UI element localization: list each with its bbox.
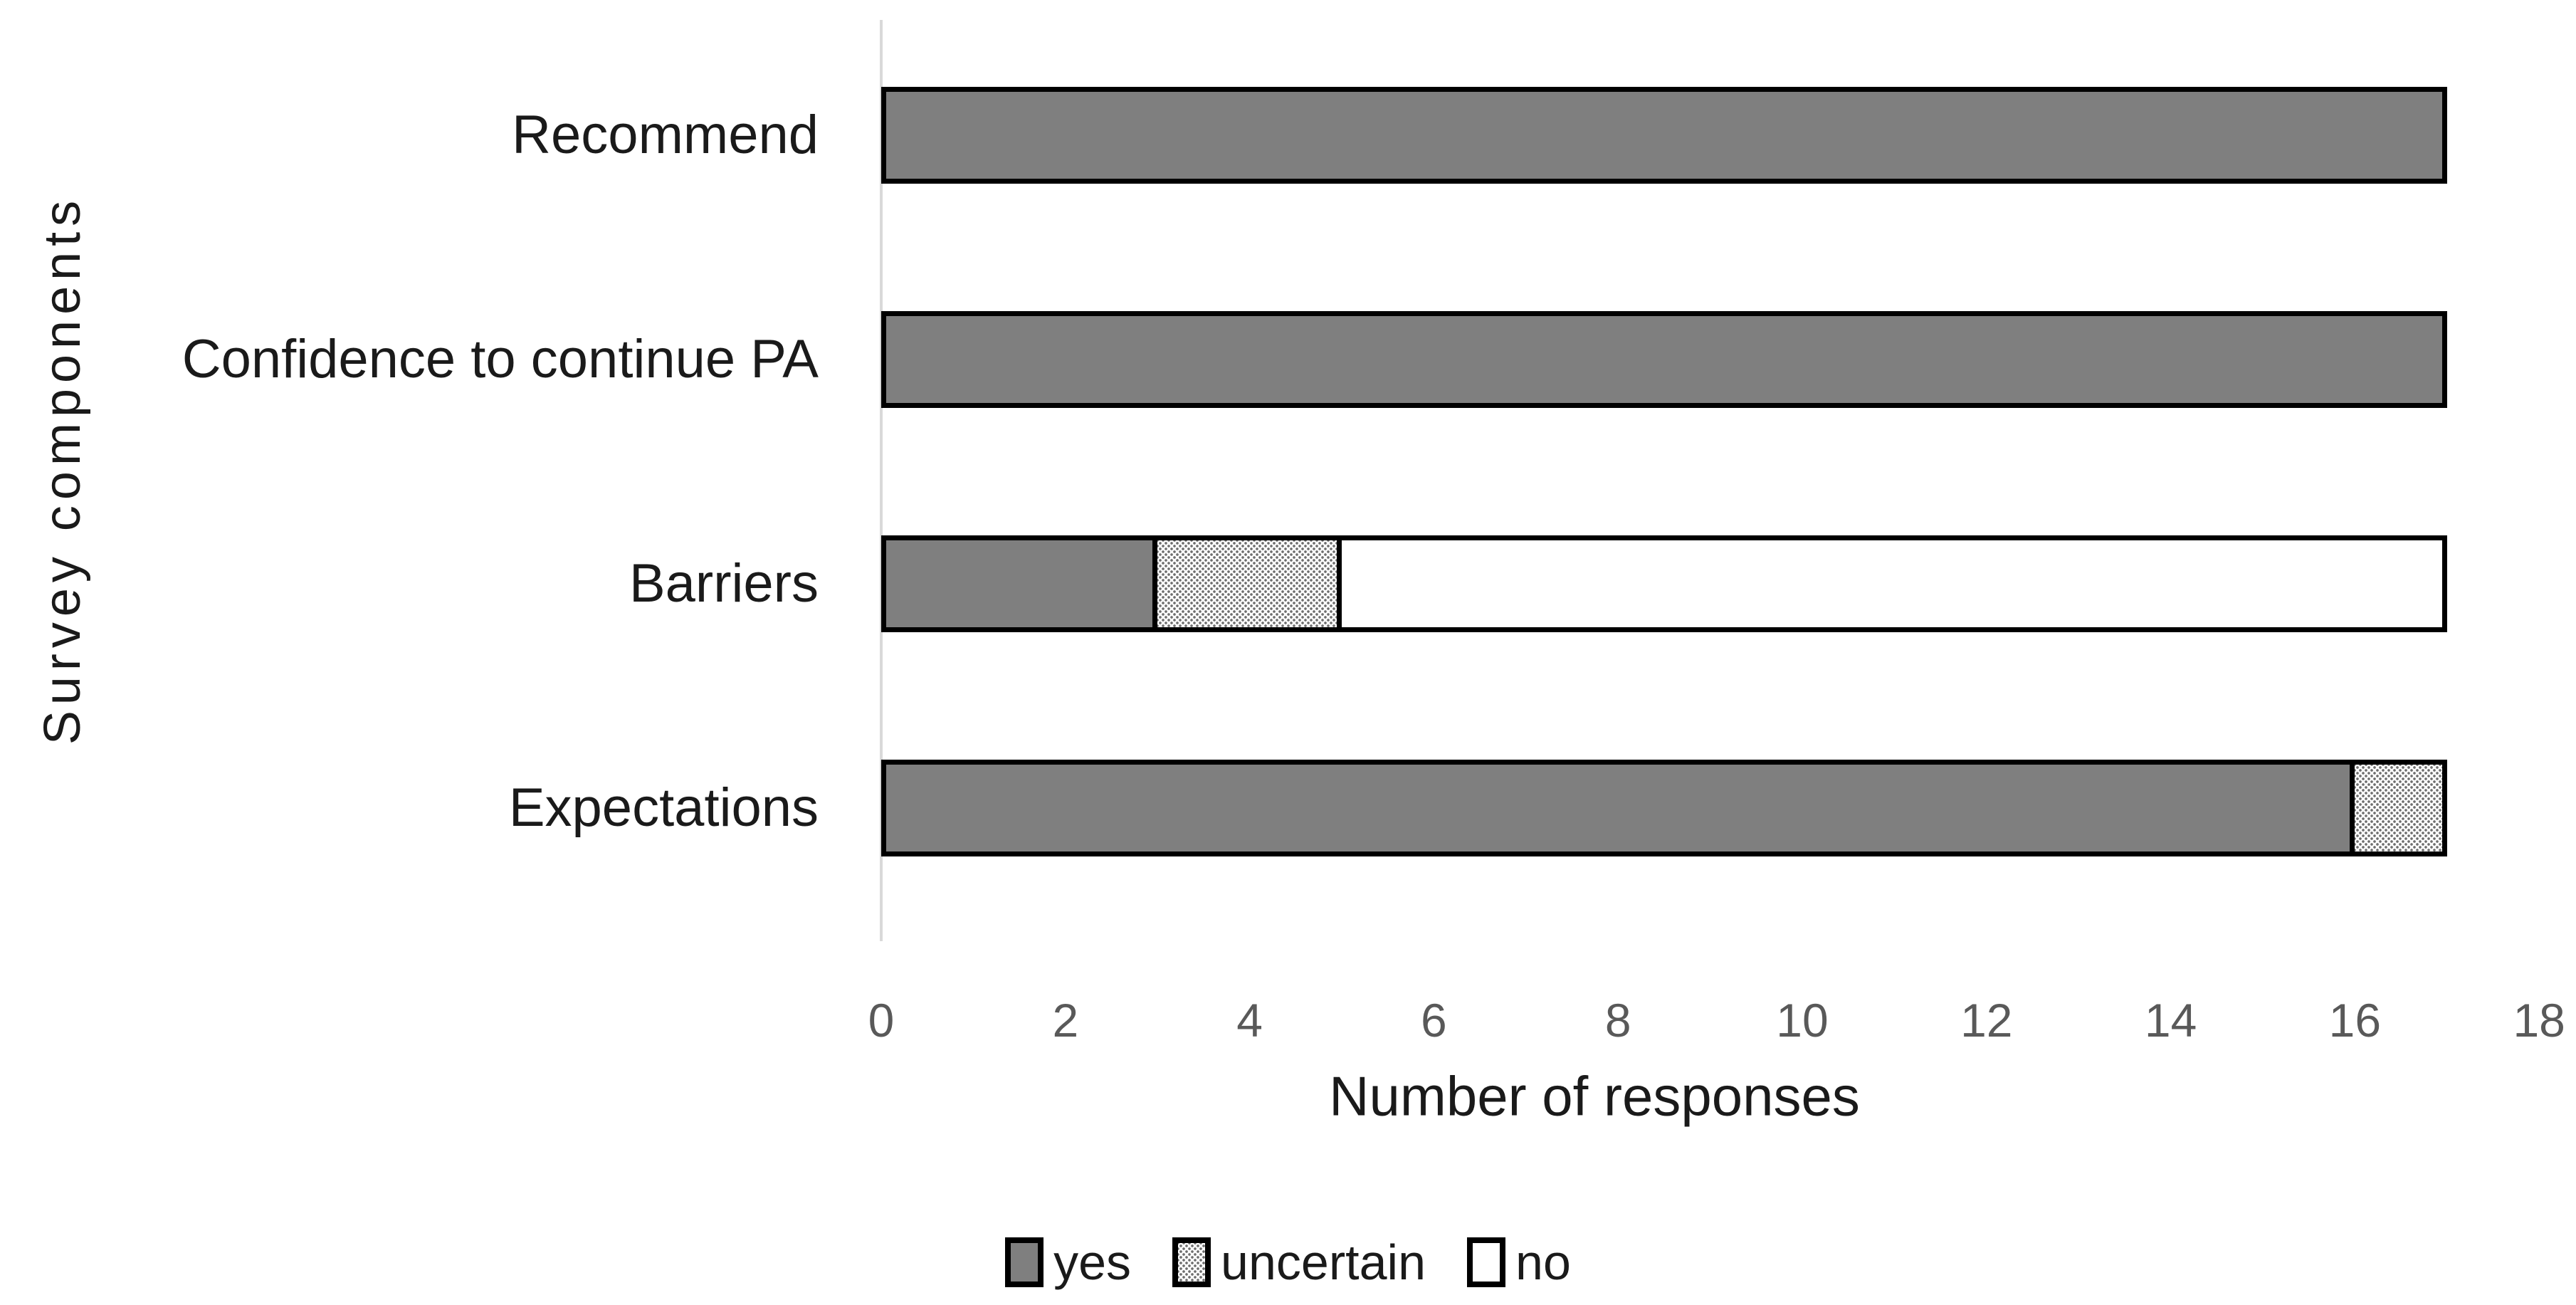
bar-expectations: [881, 760, 2447, 856]
legend-label-yes: yes: [1053, 1235, 1132, 1290]
x-tick-16: 16: [2328, 994, 2382, 1047]
x-tick-14: 14: [2144, 994, 2197, 1047]
legend-label-no: no: [1515, 1235, 1571, 1290]
x-tick-4: 4: [1236, 994, 1263, 1047]
legend-swatch-yes: [1005, 1237, 1044, 1287]
bar-segment-uncertain: [2350, 760, 2447, 856]
bar-recommend: [881, 87, 2447, 184]
category-label-barriers: Barriers: [629, 553, 819, 614]
x-tick-2: 2: [1052, 994, 1079, 1047]
category-label-expectations: Expectations: [508, 777, 819, 838]
legend-label-uncertain: uncertain: [1221, 1235, 1426, 1290]
x-tick-0: 0: [868, 994, 895, 1047]
bar-barriers: [881, 535, 2447, 632]
x-tick-18: 18: [2513, 994, 2565, 1047]
legend-swatch-uncertain: [1172, 1237, 1211, 1287]
legend-item-no: no: [1467, 1234, 1571, 1291]
y-axis-line: [880, 20, 883, 941]
bar-confidence-to-continue-pa: [881, 311, 2447, 408]
bar-segment-yes: [881, 311, 2447, 408]
category-label-confidence-to-continue-pa: Confidence to continue PA: [182, 329, 819, 389]
y-axis-title: Survey components: [34, 194, 91, 745]
bar-segment-yes: [881, 535, 1158, 632]
bar-segment-yes: [881, 87, 2447, 184]
x-tick-8: 8: [1604, 994, 1631, 1047]
x-axis-title: Number of responses: [1329, 1064, 1860, 1128]
bar-segment-uncertain: [1152, 535, 1342, 632]
x-tick-10: 10: [1776, 994, 1829, 1047]
bar-segment-yes: [881, 760, 2355, 856]
bar-segment-no: [1336, 535, 2447, 632]
legend-item-uncertain: uncertain: [1172, 1234, 1426, 1291]
x-tick-6: 6: [1421, 994, 1447, 1047]
legend-swatch-no: [1467, 1237, 1506, 1287]
x-tick-12: 12: [1960, 994, 2013, 1047]
legend: yes uncertain no: [0, 1234, 2576, 1291]
legend-item-yes: yes: [1005, 1234, 1131, 1291]
category-label-recommend: Recommend: [512, 105, 819, 165]
